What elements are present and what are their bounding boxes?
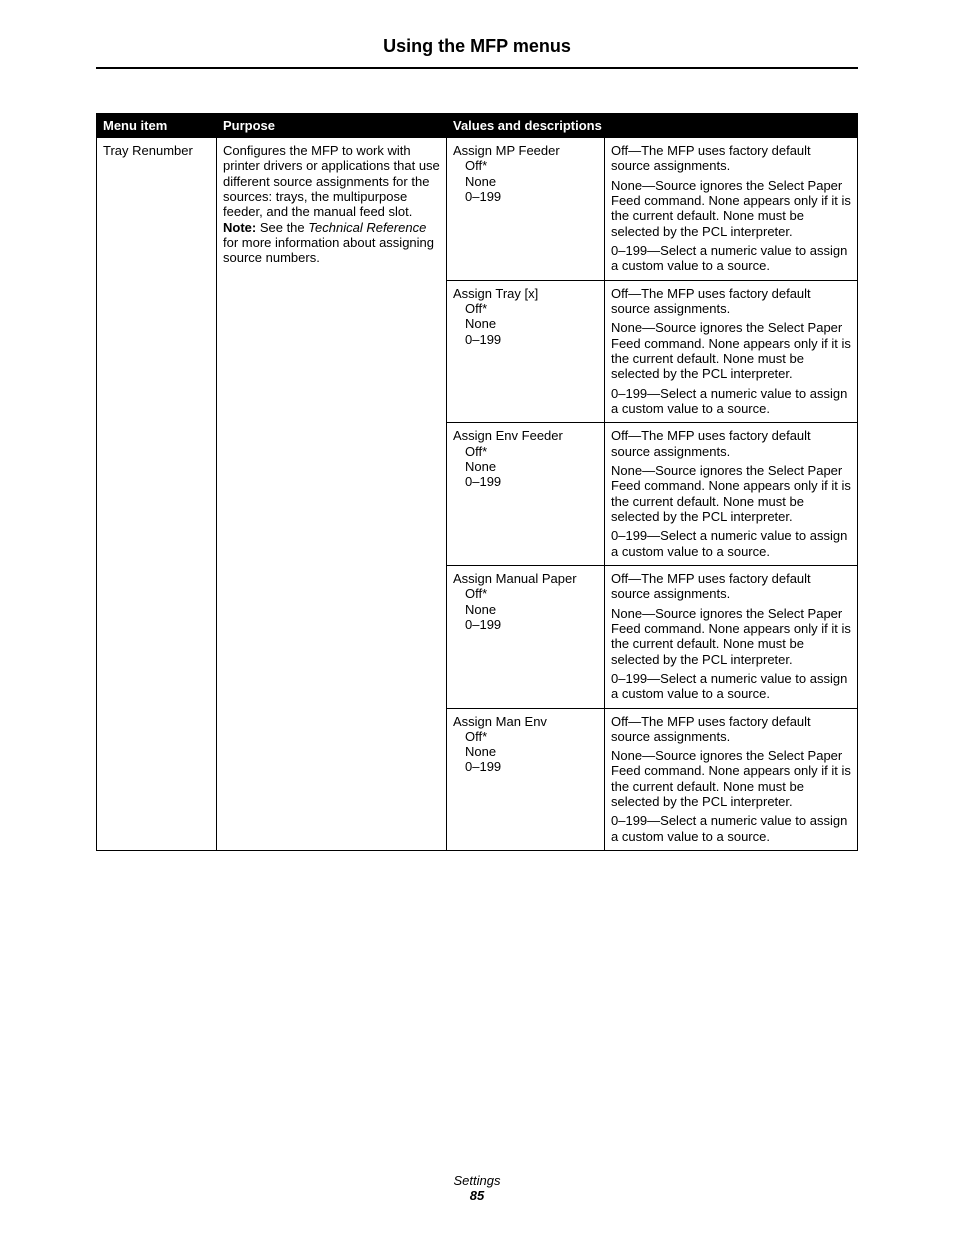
desc-paragraph: 0–199—Select a numeric value to assign a…: [611, 528, 851, 559]
cell-description: Off—The MFP uses factory default source …: [605, 423, 858, 566]
desc-paragraph: None—Source ignores the Select Paper Fee…: [611, 178, 851, 239]
value-sub: 0–199: [453, 474, 598, 489]
table-row: Tray Renumber Configures the MFP to work…: [97, 138, 858, 281]
value-sub: Off*: [453, 586, 598, 601]
page-heading: Using the MFP menus: [96, 36, 858, 69]
value-sub: 0–199: [453, 759, 598, 774]
value-sub: None: [453, 174, 598, 189]
desc-paragraph: 0–199—Select a numeric value to assign a…: [611, 671, 851, 702]
value-sub: None: [453, 459, 598, 474]
value-sub: None: [453, 744, 598, 759]
th-values: Values and descriptions: [447, 114, 858, 138]
desc-paragraph: Off—The MFP uses factory default source …: [611, 428, 851, 459]
document-page: Using the MFP menus Menu item Purpose Va…: [0, 0, 954, 1235]
cell-description: Off—The MFP uses factory default source …: [605, 138, 858, 281]
cell-value: Assign Env Feeder Off* None 0–199: [447, 423, 605, 566]
desc-paragraph: None—Source ignores the Select Paper Fee…: [611, 606, 851, 667]
cell-value: Assign Man Env Off* None 0–199: [447, 708, 605, 851]
desc-paragraph: 0–199—Select a numeric value to assign a…: [611, 813, 851, 844]
desc-paragraph: 0–199—Select a numeric value to assign a…: [611, 243, 851, 274]
note-italic: Technical Reference: [308, 220, 426, 235]
note-text-1: See the: [256, 220, 308, 235]
desc-paragraph: None—Source ignores the Select Paper Fee…: [611, 748, 851, 809]
purpose-p1: Configures the MFP to work with printer …: [223, 143, 440, 219]
value-name: Assign Manual Paper: [453, 571, 598, 586]
footer-section: Settings: [0, 1173, 954, 1188]
value-sub: Off*: [453, 301, 598, 316]
value-sub: Off*: [453, 158, 598, 173]
cell-description: Off—The MFP uses factory default source …: [605, 565, 858, 708]
desc-paragraph: Off—The MFP uses factory default source …: [611, 714, 851, 745]
note-label: Note:: [223, 220, 256, 235]
value-sub: None: [453, 316, 598, 331]
purpose-note: Note: See the Technical Reference for mo…: [223, 220, 434, 266]
desc-paragraph: Off—The MFP uses factory default source …: [611, 143, 851, 174]
cell-value: Assign Tray [x] Off* None 0–199: [447, 280, 605, 423]
value-sub: 0–199: [453, 332, 598, 347]
desc-paragraph: Off—The MFP uses factory default source …: [611, 571, 851, 602]
cell-description: Off—The MFP uses factory default source …: [605, 708, 858, 851]
value-sub: None: [453, 602, 598, 617]
desc-paragraph: None—Source ignores the Select Paper Fee…: [611, 320, 851, 381]
cell-description: Off—The MFP uses factory default source …: [605, 280, 858, 423]
value-name: Assign MP Feeder: [453, 143, 598, 158]
value-sub: 0–199: [453, 189, 598, 204]
cell-value: Assign MP Feeder Off* None 0–199: [447, 138, 605, 281]
note-text-2: for more information about assigning sou…: [223, 235, 434, 265]
value-sub: 0–199: [453, 617, 598, 632]
value-name: Assign Tray [x]: [453, 286, 598, 301]
desc-paragraph: 0–199—Select a numeric value to assign a…: [611, 386, 851, 417]
page-footer: Settings 85: [0, 1173, 954, 1203]
cell-menu-item: Tray Renumber: [97, 138, 217, 851]
cell-purpose: Configures the MFP to work with printer …: [217, 138, 447, 851]
value-sub: Off*: [453, 729, 598, 744]
cell-value: Assign Manual Paper Off* None 0–199: [447, 565, 605, 708]
th-purpose: Purpose: [217, 114, 447, 138]
desc-paragraph: Off—The MFP uses factory default source …: [611, 286, 851, 317]
value-name: Assign Env Feeder: [453, 428, 598, 443]
th-menu-item: Menu item: [97, 114, 217, 138]
footer-page-number: 85: [0, 1188, 954, 1203]
desc-paragraph: None—Source ignores the Select Paper Fee…: [611, 463, 851, 524]
value-sub: Off*: [453, 444, 598, 459]
table-header-row: Menu item Purpose Values and description…: [97, 114, 858, 138]
menu-table: Menu item Purpose Values and description…: [96, 113, 858, 851]
value-name: Assign Man Env: [453, 714, 598, 729]
